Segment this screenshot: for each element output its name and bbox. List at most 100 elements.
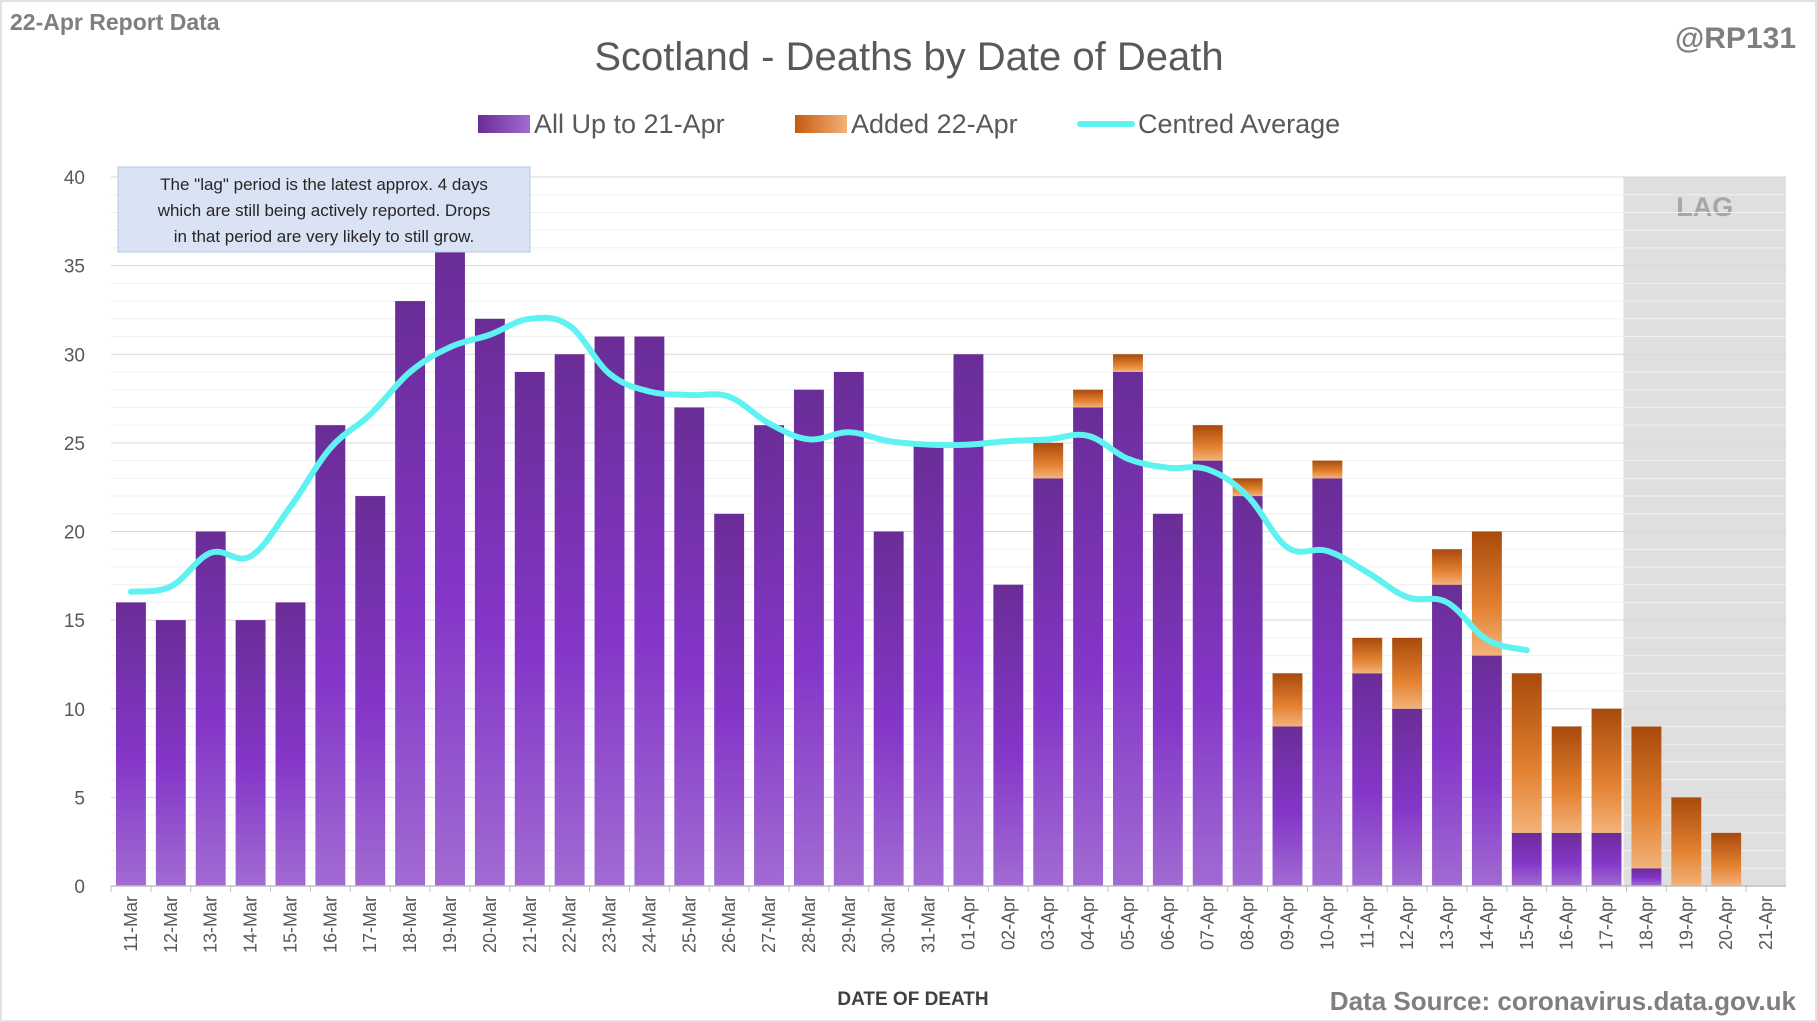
x-tick-label: 15-Mar — [280, 896, 300, 953]
x-tick-label: 18-Mar — [400, 896, 420, 953]
bar-added-13-Apr — [1432, 549, 1462, 585]
bar-added-18-Apr — [1631, 726, 1662, 869]
handle-label: @RP131 — [1675, 22, 1796, 55]
bar-all-up-to-20-Mar — [474, 318, 505, 886]
lag-region-label: LAG — [1676, 192, 1733, 222]
x-tick-label: 12-Apr — [1397, 896, 1417, 950]
y-tick-label: 0 — [74, 877, 85, 898]
chart-title: Scotland - Deaths by Date of Death — [594, 35, 1223, 79]
x-tick-label: 27-Mar — [759, 896, 779, 953]
bar-all-up-to-31-Mar — [913, 442, 944, 886]
x-tick-label: 10-Apr — [1317, 896, 1337, 950]
x-tick-label: 02-Apr — [998, 896, 1018, 950]
source-label: Data Source: coronavirus.data.gov.uk — [1330, 986, 1797, 1016]
bar-all-up-to-17-Apr — [1591, 832, 1622, 886]
bar-all-up-to-01-Apr — [953, 354, 984, 886]
bar-all-up-to-18-Mar — [395, 301, 426, 886]
bar-all-up-to-05-Apr — [1113, 371, 1143, 887]
bar-all-up-to-23-Mar — [594, 336, 625, 886]
x-tick-label: 21-Mar — [520, 896, 540, 953]
bar-added-07-Apr — [1192, 425, 1223, 461]
bar-all-up-to-25-Mar — [674, 407, 705, 886]
y-tick-label: 35 — [64, 257, 85, 278]
average-line-layer — [127, 314, 1530, 654]
bar-added-09-Apr — [1272, 673, 1303, 727]
x-tick-label: 12-Mar — [161, 896, 181, 953]
legend: All Up to 21-Apr Added 22-Apr Centred Av… — [478, 109, 1340, 139]
x-tick-label: 15-Apr — [1517, 896, 1537, 950]
bar-all-up-to-29-Mar — [833, 371, 864, 887]
x-tick-label: 06-Apr — [1158, 896, 1178, 950]
x-tick-label: 19-Apr — [1676, 896, 1696, 950]
bar-all-up-to-15-Apr — [1511, 832, 1542, 886]
bar-added-20-Apr — [1711, 832, 1742, 886]
x-tick-label: 22-Mar — [560, 896, 580, 953]
x-tick-label: 09-Apr — [1277, 896, 1297, 950]
bar-all-up-to-30-Mar — [873, 531, 904, 886]
bar-added-17-Apr — [1591, 708, 1622, 833]
x-tick-label: 30-Mar — [879, 896, 899, 953]
bar-added-04-Apr — [1073, 389, 1104, 408]
x-tick-label: 04-Apr — [1078, 896, 1098, 950]
bar-all-up-to-07-Apr — [1192, 460, 1223, 886]
x-tick-label: 29-Mar — [839, 896, 859, 953]
legend-swatch-all-up-to — [478, 115, 530, 133]
x-tick-label: 14-Mar — [241, 896, 261, 953]
y-tick-label: 25 — [64, 434, 85, 455]
bar-all-up-to-21-Mar — [514, 371, 545, 887]
x-tick-label: 17-Mar — [360, 896, 380, 953]
bar-all-up-to-16-Mar — [315, 425, 346, 886]
bar-all-up-to-06-Apr — [1152, 513, 1183, 886]
y-tick-label: 10 — [64, 700, 85, 721]
bar-all-up-to-14-Mar — [235, 620, 266, 886]
x-tick-label: 24-Mar — [639, 896, 659, 953]
legend-label-average: Centred Average — [1138, 109, 1340, 139]
bar-added-19-Apr — [1671, 797, 1702, 886]
bars — [111, 247, 1786, 887]
bar-all-up-to-11-Mar — [115, 602, 146, 886]
bar-all-up-to-13-Apr — [1432, 584, 1462, 886]
x-axis-ticks: 11-Mar 12-Mar 13-Mar 14-Mar 15-Mar 16-Mar 17-M… — [110, 886, 1776, 953]
x-tick-label: 16-Mar — [320, 896, 340, 953]
x-tick-label: 07-Apr — [1198, 896, 1218, 950]
x-tick-label: 14-Apr — [1477, 896, 1497, 950]
bar-all-up-to-24-Mar — [634, 336, 665, 886]
legend-label-all-up-to: All Up to 21-Apr — [534, 109, 725, 139]
x-tick-label: 16-Apr — [1557, 896, 1577, 950]
bar-all-up-to-27-Mar — [754, 425, 784, 886]
x-tick-label: 17-Apr — [1597, 896, 1617, 950]
x-tick-label: 26-Mar — [719, 896, 739, 953]
x-tick-label: 11-Mar — [121, 896, 141, 952]
bar-all-up-to-04-Apr — [1073, 407, 1104, 886]
bar-all-up-to-12-Mar — [155, 620, 186, 886]
x-tick-label: 13-Apr — [1437, 896, 1457, 950]
x-tick-label: 21-Apr — [1756, 896, 1776, 950]
bar-all-up-to-08-Apr — [1232, 496, 1263, 886]
bar-added-12-Apr — [1392, 637, 1423, 709]
lag-note-line-3: in that period are very likely to still … — [174, 227, 474, 246]
bar-all-up-to-11-Apr — [1352, 673, 1383, 886]
bar-all-up-to-02-Apr — [993, 584, 1024, 886]
y-tick-label: 15 — [64, 611, 85, 632]
bar-all-up-to-17-Mar — [355, 496, 386, 886]
x-tick-label: 01-Apr — [958, 896, 978, 950]
x-tick-label: 25-Mar — [679, 896, 699, 953]
bar-added-15-Apr — [1511, 673, 1542, 833]
bar-all-up-to-22-Mar — [554, 354, 585, 886]
x-tick-label: 08-Apr — [1238, 896, 1258, 950]
x-tick-label: 31-Mar — [919, 896, 939, 953]
bar-all-up-to-14-Apr — [1471, 655, 1502, 886]
y-tick-label: 20 — [64, 523, 85, 544]
bar-all-up-to-28-Mar — [793, 389, 824, 886]
x-tick-label: 05-Apr — [1118, 896, 1138, 950]
bar-all-up-to-12-Apr — [1392, 708, 1423, 886]
lag-note: The "lag" period is the latest approx. 4… — [117, 166, 531, 253]
x-tick-label: 13-Mar — [201, 896, 221, 953]
centred-average-line — [127, 314, 1530, 654]
x-tick-label: 20-Mar — [480, 896, 500, 953]
legend-label-added: Added 22-Apr — [851, 109, 1018, 139]
y-tick-label: 40 — [64, 168, 85, 189]
bar-added-10-Apr — [1312, 460, 1343, 479]
